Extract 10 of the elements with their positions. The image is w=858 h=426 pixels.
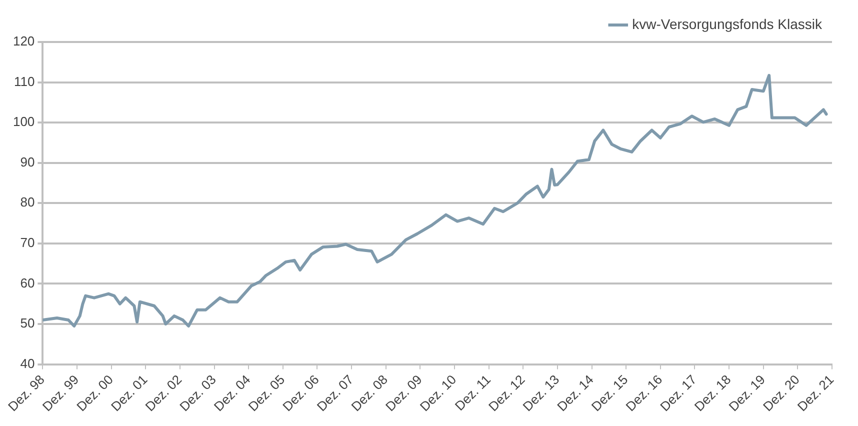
y-tick-label: 110 [14,74,35,89]
y-tick-label: 40 [20,356,35,371]
y-tick-label: 50 [20,316,35,331]
legend-label: kvw-Versorgungsfonds Klassik [632,16,823,32]
y-tick-label: 60 [20,275,35,290]
y-tick-label: 120 [12,34,35,49]
y-tick-label: 100 [12,114,35,130]
y-tick-label: 90 [20,154,35,170]
y-tick-label: 70 [20,235,35,250]
y-tick-label: 80 [20,194,35,210]
